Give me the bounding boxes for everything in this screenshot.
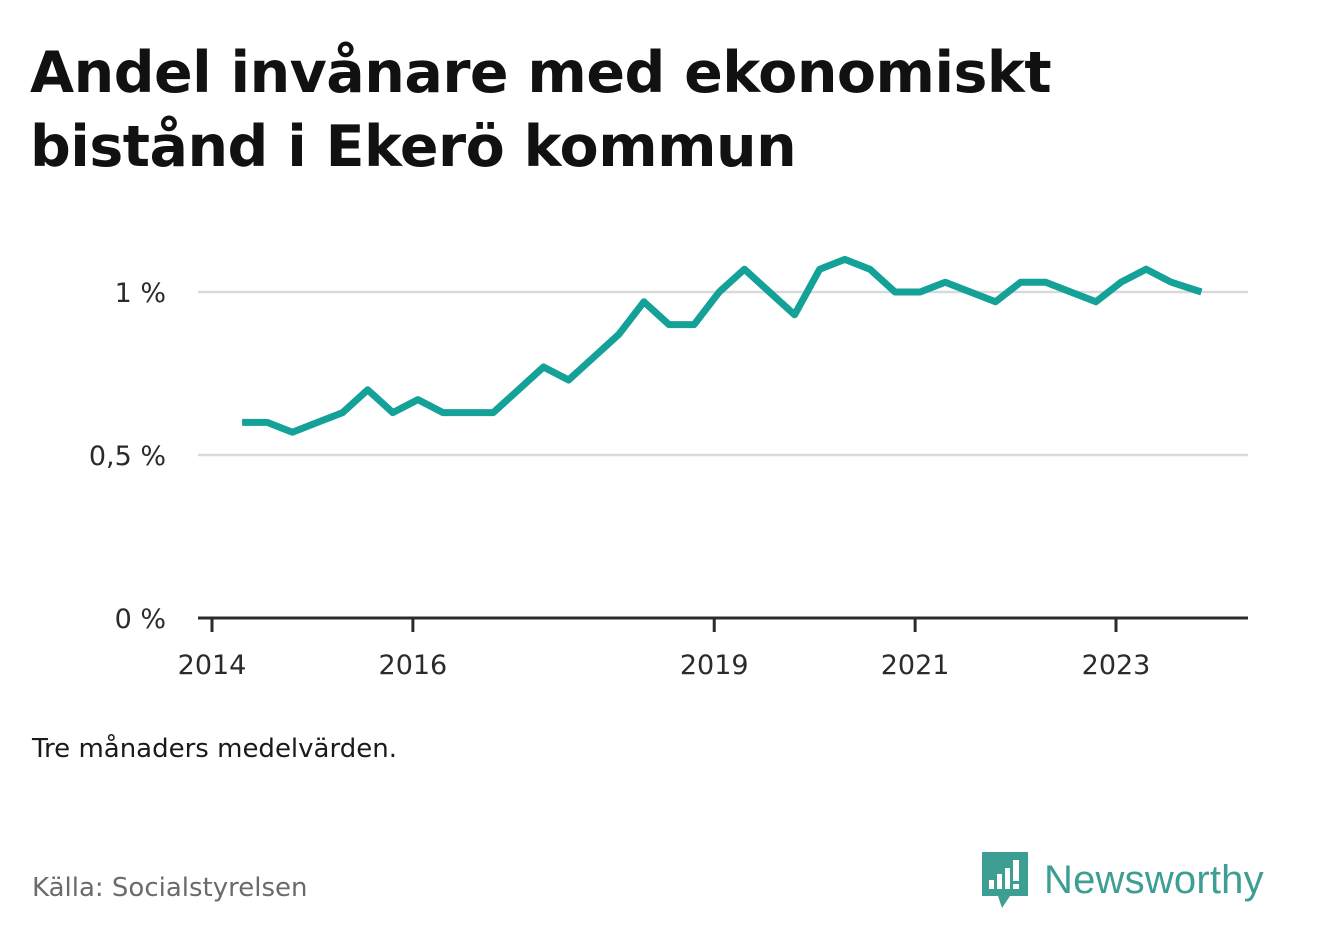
y-tick-label: 0,5 %	[89, 441, 166, 472]
x-tick-label: 2014	[178, 650, 247, 681]
x-axis-labels: 2014 2016 2019 2021 2023	[178, 650, 1151, 681]
gridlines	[198, 290, 1248, 457]
x-tick-label: 2019	[680, 650, 749, 681]
x-tick-label: 2016	[379, 650, 448, 681]
x-tick-label: 2023	[1082, 650, 1151, 681]
chart-note: Tre månaders medelvärden.	[32, 734, 397, 764]
series-line	[242, 255, 1203, 436]
brand-logo: Newsworthy	[980, 850, 1264, 910]
y-axis-labels: 0 % 0,5 % 1 %	[89, 278, 166, 635]
line-chart: 0 % 0,5 % 1 % 2014 2016 2019 2021 2023	[89, 255, 1248, 681]
chart-title: Andel invånare med ekonomiskt bistånd i …	[30, 40, 1052, 180]
x-axis-ticks	[210, 618, 1118, 632]
data-points	[242, 259, 1202, 433]
chart-source: Källa: Socialstyrelsen	[32, 873, 308, 903]
newsworthy-logo-icon	[982, 852, 1028, 908]
y-tick-label: 0 %	[115, 604, 166, 635]
x-tick-label: 2021	[881, 650, 950, 681]
y-tick-label: 1 %	[115, 278, 166, 309]
brand-name: Newsworthy	[1044, 857, 1264, 902]
